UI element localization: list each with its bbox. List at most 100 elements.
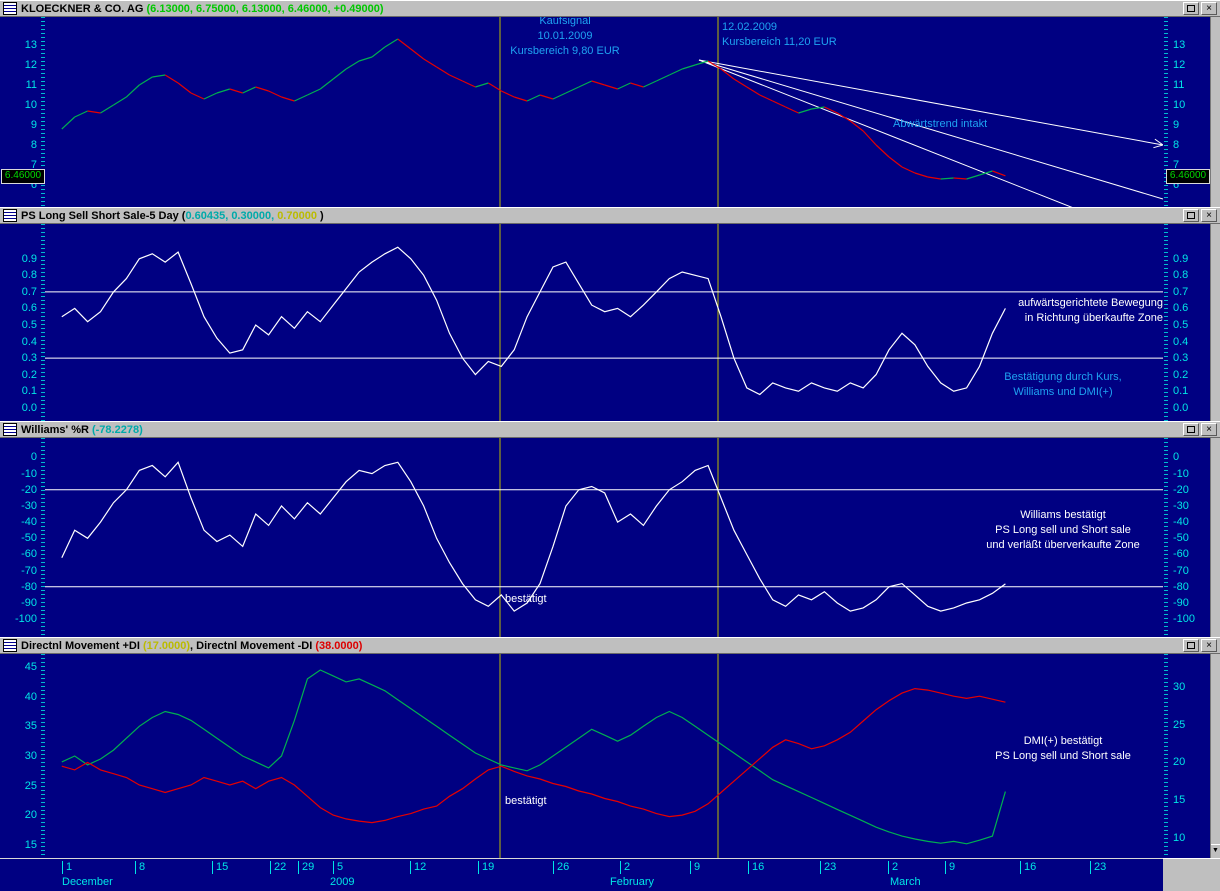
y-tick-label: 8 [30, 139, 37, 151]
y-tick-label: 11 [25, 79, 37, 91]
y-tick-label: -80 [21, 581, 37, 593]
y-tick-label: 0 [30, 451, 37, 463]
williams-panel: 0 -10 -20 -30 -40 -50 -60 -70 -80 -90 -100 0 -10 -20… [0, 438, 1220, 637]
date-tick-label: 29 [298, 861, 314, 874]
titlebar-dmi[interactable]: Directnl Movement +DI (17.0000), Directn… [0, 637, 1220, 654]
annotation-williams-note: Williams bestätigt PS Long sell und Shor… [986, 509, 1140, 551]
restore-button[interactable] [1183, 209, 1199, 222]
titlebar-buttons: × [1183, 2, 1220, 15]
y-tick-label: 35 [24, 720, 37, 732]
window-menu-icon[interactable] [3, 209, 17, 222]
close-button[interactable]: × [1201, 423, 1217, 436]
williams-title: Williams' %R (-78.2278) [21, 423, 143, 436]
y-tick-label: 30 [1173, 681, 1186, 693]
y-tick-label: -90 [1173, 597, 1189, 609]
month-label: February [610, 876, 655, 888]
month-label: March [890, 876, 921, 888]
date-tick-label: 22 [270, 861, 286, 874]
window-menu-icon[interactable] [3, 639, 17, 652]
y-tick-label: -100 [14, 613, 37, 625]
y-tick-label: 0.3 [21, 352, 37, 364]
y-tick-label: 20 [24, 809, 37, 821]
price-window-title: KLOECKNER & CO. AG (6.13000, 6.75000, 6.… [21, 2, 384, 15]
dmi-title: Directnl Movement +DI (17.0000), Directn… [21, 639, 363, 652]
y-tick-label: 12 [1173, 59, 1186, 71]
date-tick-label: 15 [212, 861, 228, 874]
axis-ticks-left [41, 17, 45, 207]
y-tick-label: -20 [1173, 484, 1189, 496]
y-tick-label: -50 [21, 532, 37, 544]
titlebar-ps-indicator[interactable]: PS Long Sell Short Sale-5 Day (0.60435, … [0, 207, 1220, 224]
y-tick-label: 12 [24, 59, 37, 71]
axis-ticks-right [1164, 438, 1168, 637]
titlebar-williams[interactable]: Williams' %R (-78.2278) × [0, 421, 1220, 438]
titlebar-buttons: × [1183, 423, 1220, 436]
annotation-buy-signal: Kaufsignal 10.01.2009 Kursbereich 9,80 E… [510, 17, 620, 57]
williams-chart[interactable] [45, 438, 1163, 637]
y-tick-label: -30 [1173, 500, 1189, 512]
y-tick-label: 13 [24, 39, 37, 51]
ps-indicator-title: PS Long Sell Short Sale-5 Day (0.60435, … [21, 209, 324, 222]
date-tick-label: 9 [690, 861, 700, 874]
y-tick-label: 0.7 [21, 286, 37, 298]
restore-button[interactable] [1183, 2, 1199, 15]
axis-ticks-left [41, 654, 45, 858]
price-y-axis-right: 13 12 11 10 9 8 7 6 [1171, 17, 1216, 207]
ps-indicator-chart[interactable] [45, 224, 1163, 421]
y-tick-label: 45 [24, 661, 37, 673]
y-tick-label: 0.4 [21, 336, 37, 348]
restore-button[interactable] [1183, 423, 1199, 436]
restore-button[interactable] [1183, 639, 1199, 652]
annotation-downtrend-intact: Abwärtstrend intakt [893, 118, 988, 130]
date-tick-label: 9 [945, 861, 955, 874]
date-tick-label: 2 [620, 861, 630, 874]
y-tick-label: 0.9 [1173, 253, 1189, 265]
y-tick-label: 7 [30, 159, 37, 171]
month-label: 2009 [330, 876, 355, 888]
y-tick-label: -100 [1173, 613, 1196, 625]
y-tick-label: 8 [1173, 139, 1180, 151]
y-tick-label: -90 [21, 597, 37, 609]
annotation-dmi-note: DMI(+) bestätigt PS Long sell und Short … [995, 735, 1131, 762]
y-tick-label: 0 [1173, 451, 1180, 463]
y-tick-label: -40 [21, 516, 37, 528]
restore-icon [1187, 642, 1195, 649]
y-tick-label: -60 [21, 548, 37, 560]
y-tick-label: 6 [1173, 179, 1180, 191]
dmi-chart[interactable] [45, 654, 1163, 858]
ps-y-axis-left: 0.9 0.8 0.7 0.6 0.5 0.4 0.3 0.2 0.1 0.0 [0, 224, 39, 421]
axis-ticks-right [1164, 224, 1168, 421]
date-tick-label: 2 [888, 861, 898, 874]
y-tick-label: -60 [1173, 548, 1189, 560]
axis-ticks-right [1164, 654, 1168, 858]
close-button[interactable]: × [1201, 639, 1217, 652]
date-tick-label: 16 [1020, 861, 1036, 874]
y-tick-label: 0.2 [21, 369, 37, 381]
y-tick-label: 10 [1173, 832, 1186, 844]
last-price-tag-left: 6.46000 [1, 169, 45, 184]
month-label: December [62, 876, 113, 888]
y-tick-label: 11 [1173, 79, 1185, 91]
y-tick-label: 10 [1173, 99, 1186, 111]
annotation-ps-trend: aufwärtsgerichtete Bewegung in Richtung … [1018, 297, 1163, 324]
y-tick-label: 0.8 [1173, 269, 1189, 281]
y-tick-label: 0.4 [1173, 336, 1189, 348]
close-button[interactable]: × [1201, 2, 1217, 15]
close-button[interactable]: × [1201, 209, 1217, 222]
axis-ticks-left [41, 224, 45, 421]
window-menu-icon[interactable] [3, 2, 17, 15]
y-tick-label: 0.1 [1173, 385, 1189, 397]
scroll-down-arrow[interactable]: ▼ [1211, 844, 1220, 858]
y-tick-label: 0.7 [1173, 286, 1189, 298]
y-tick-label: 25 [1173, 719, 1186, 731]
date-tick-label: 12 [410, 861, 426, 874]
window-menu-icon[interactable] [3, 423, 17, 436]
y-tick-label: -70 [1173, 565, 1189, 577]
y-tick-label: 0.9 [21, 253, 37, 265]
y-tick-label: -50 [1173, 532, 1189, 544]
titlebar-price-window[interactable]: KLOECKNER & CO. AG (6.13000, 6.75000, 6.… [0, 0, 1220, 17]
price-chart[interactable] [45, 17, 1163, 207]
y-tick-label: -80 [1173, 581, 1189, 593]
dmi-y-axis-left: 45 40 35 30 25 20 15 [0, 654, 39, 858]
price-y-axis-left: 13 12 11 10 9 8 7 6 [0, 17, 39, 207]
